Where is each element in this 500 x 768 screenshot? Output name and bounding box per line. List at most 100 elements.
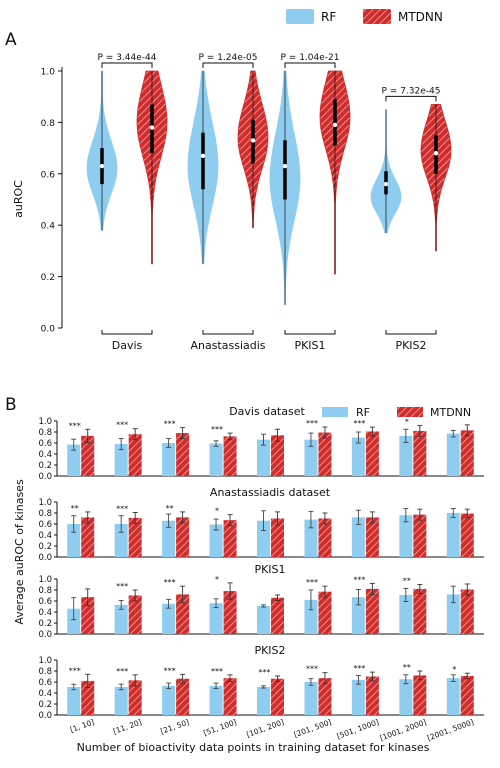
panel-a-y-tick-label: 0.0 (41, 325, 56, 335)
subplot-y-tick-label: 0.4 (38, 608, 52, 618)
x-tick-label: [51, 100] (202, 717, 238, 737)
subplot-y-tick-label: 0.8 (38, 509, 52, 519)
pvalue-label: P = 1.04e-21 (281, 53, 340, 63)
subplot-y-tick-label: 0.8 (38, 586, 52, 596)
pvalue-bracket (202, 62, 254, 68)
bar-rf (446, 678, 460, 715)
panel-a-x-tick-labels: Davis Anastassiadis PKIS1 PKIS2 (101, 330, 437, 352)
significance-marker: *** (306, 419, 318, 428)
bar-rf (351, 437, 365, 476)
significance-marker: ** (403, 663, 411, 672)
bar-rf (399, 515, 413, 557)
bar-mtdnn (460, 589, 474, 634)
x-category-bracket (202, 330, 254, 335)
x-tick-label: [11, 20] (112, 717, 143, 736)
bar-mtdnn (223, 520, 237, 557)
bar-mtdnn (318, 678, 332, 715)
bar-rf (114, 686, 128, 715)
subplot-title: PKIS2 (254, 644, 285, 657)
significance-marker: *** (116, 504, 128, 513)
pvalue-label: P = 1.24e-05 (199, 53, 258, 63)
bar-mtdnn (365, 517, 379, 557)
bar-mtdnn (128, 434, 142, 476)
bar-rf (446, 594, 460, 634)
legend-rf-swatch (286, 9, 314, 24)
significance-marker: ** (166, 504, 174, 513)
x-tick-label: [21, 50] (159, 717, 190, 736)
bar-rf (351, 597, 365, 634)
bar-rf (446, 513, 460, 557)
bar-mtdnn (460, 513, 474, 557)
subplot-y-tick-label: 0.4 (38, 450, 52, 460)
bar-mtdnn (128, 595, 142, 634)
subplot-y-tick-label: 1.0 (38, 417, 52, 427)
bar-rf (304, 439, 318, 476)
panel-b-legend-rf-swatch (322, 407, 348, 417)
bar-rf (257, 439, 270, 476)
panel-b-y-axis-label: Average auROC of kinases (13, 479, 26, 625)
bar-rf (446, 433, 460, 476)
x-tick-label: [1, 10] (69, 717, 96, 734)
panel-b-subplot: 0.00.20.40.60.81.0 Anastassiadis dataset *… (38, 486, 484, 563)
bar-mtdnn (81, 517, 95, 557)
violin-median-dot (99, 163, 105, 169)
subplot-y-tick-label: 0.8 (38, 428, 52, 438)
violin-median-dot (200, 153, 206, 159)
significance-marker: *** (306, 578, 318, 587)
panel-a-y-tick-label: 1.0 (41, 68, 56, 78)
subplot-y-tick-label: 0.0 (38, 553, 52, 563)
subplot-y-tick-label: 0.6 (38, 597, 52, 607)
subplot-y-tick-label: 0.2 (38, 619, 52, 629)
subplot-y-tick-label: 0.2 (38, 700, 52, 710)
bar-mtdnn (460, 675, 474, 715)
significance-marker: *** (69, 666, 81, 675)
subplot-y-tick-label: 0.8 (38, 667, 52, 677)
subplot-y-tick-label: 0.4 (38, 531, 52, 541)
subplot-y-tick-label: 1.0 (38, 575, 52, 585)
subplot-y-tick-label: 0.6 (38, 439, 52, 449)
panel-b-legend: RF MTDNN (322, 406, 471, 419)
significance-marker: *** (353, 575, 365, 584)
subplot-y-tick-label: 0.0 (38, 472, 52, 482)
bar-mtdnn (413, 588, 427, 634)
panel-a-violin-chart: auROC 0.00.20.40.60.81.0 P = 3.44e-44 P =… (12, 53, 452, 352)
bar-rf (209, 685, 223, 715)
significance-marker: *** (164, 420, 176, 429)
significance-marker: *** (211, 425, 223, 434)
x-category-bracket (101, 330, 153, 335)
significance-marker: *** (259, 668, 271, 677)
bar-rf (114, 444, 128, 476)
x-category-label: Davis (112, 339, 143, 352)
legend-mtdnn-label: MTDNN (398, 10, 443, 24)
subplot-y-tick-label: 1.0 (38, 656, 52, 666)
bar-mtdnn (223, 591, 237, 634)
panel-b-legend-rf-label: RF (356, 406, 370, 419)
significance-marker: *** (116, 582, 128, 591)
violin-median-dot (332, 122, 338, 128)
pvalue-label: P = 7.32e-45 (382, 86, 441, 96)
bar-rf (209, 524, 223, 557)
bar-mtdnn (81, 435, 95, 476)
bar-mtdnn (176, 594, 190, 634)
bar-rf (399, 679, 413, 715)
significance-marker: *** (211, 667, 223, 676)
pvalue-bracket (101, 62, 153, 68)
significance-marker: ** (71, 504, 79, 513)
subplot-title: Anastassiadis dataset (210, 486, 331, 499)
significance-marker: *** (353, 664, 365, 673)
bar-mtdnn (413, 514, 427, 557)
significance-marker: * (215, 575, 219, 584)
x-tick-label: [201, 500] (293, 717, 333, 739)
pvalue-label: P = 3.44e-44 (98, 53, 157, 63)
panel-label-b: B (5, 395, 17, 415)
significance-marker: * (452, 665, 456, 674)
panel-b-legend-mtdnn-swatch (397, 407, 423, 417)
bar-rf (162, 520, 176, 557)
bar-rf (114, 524, 128, 557)
bar-mtdnn (128, 517, 142, 557)
